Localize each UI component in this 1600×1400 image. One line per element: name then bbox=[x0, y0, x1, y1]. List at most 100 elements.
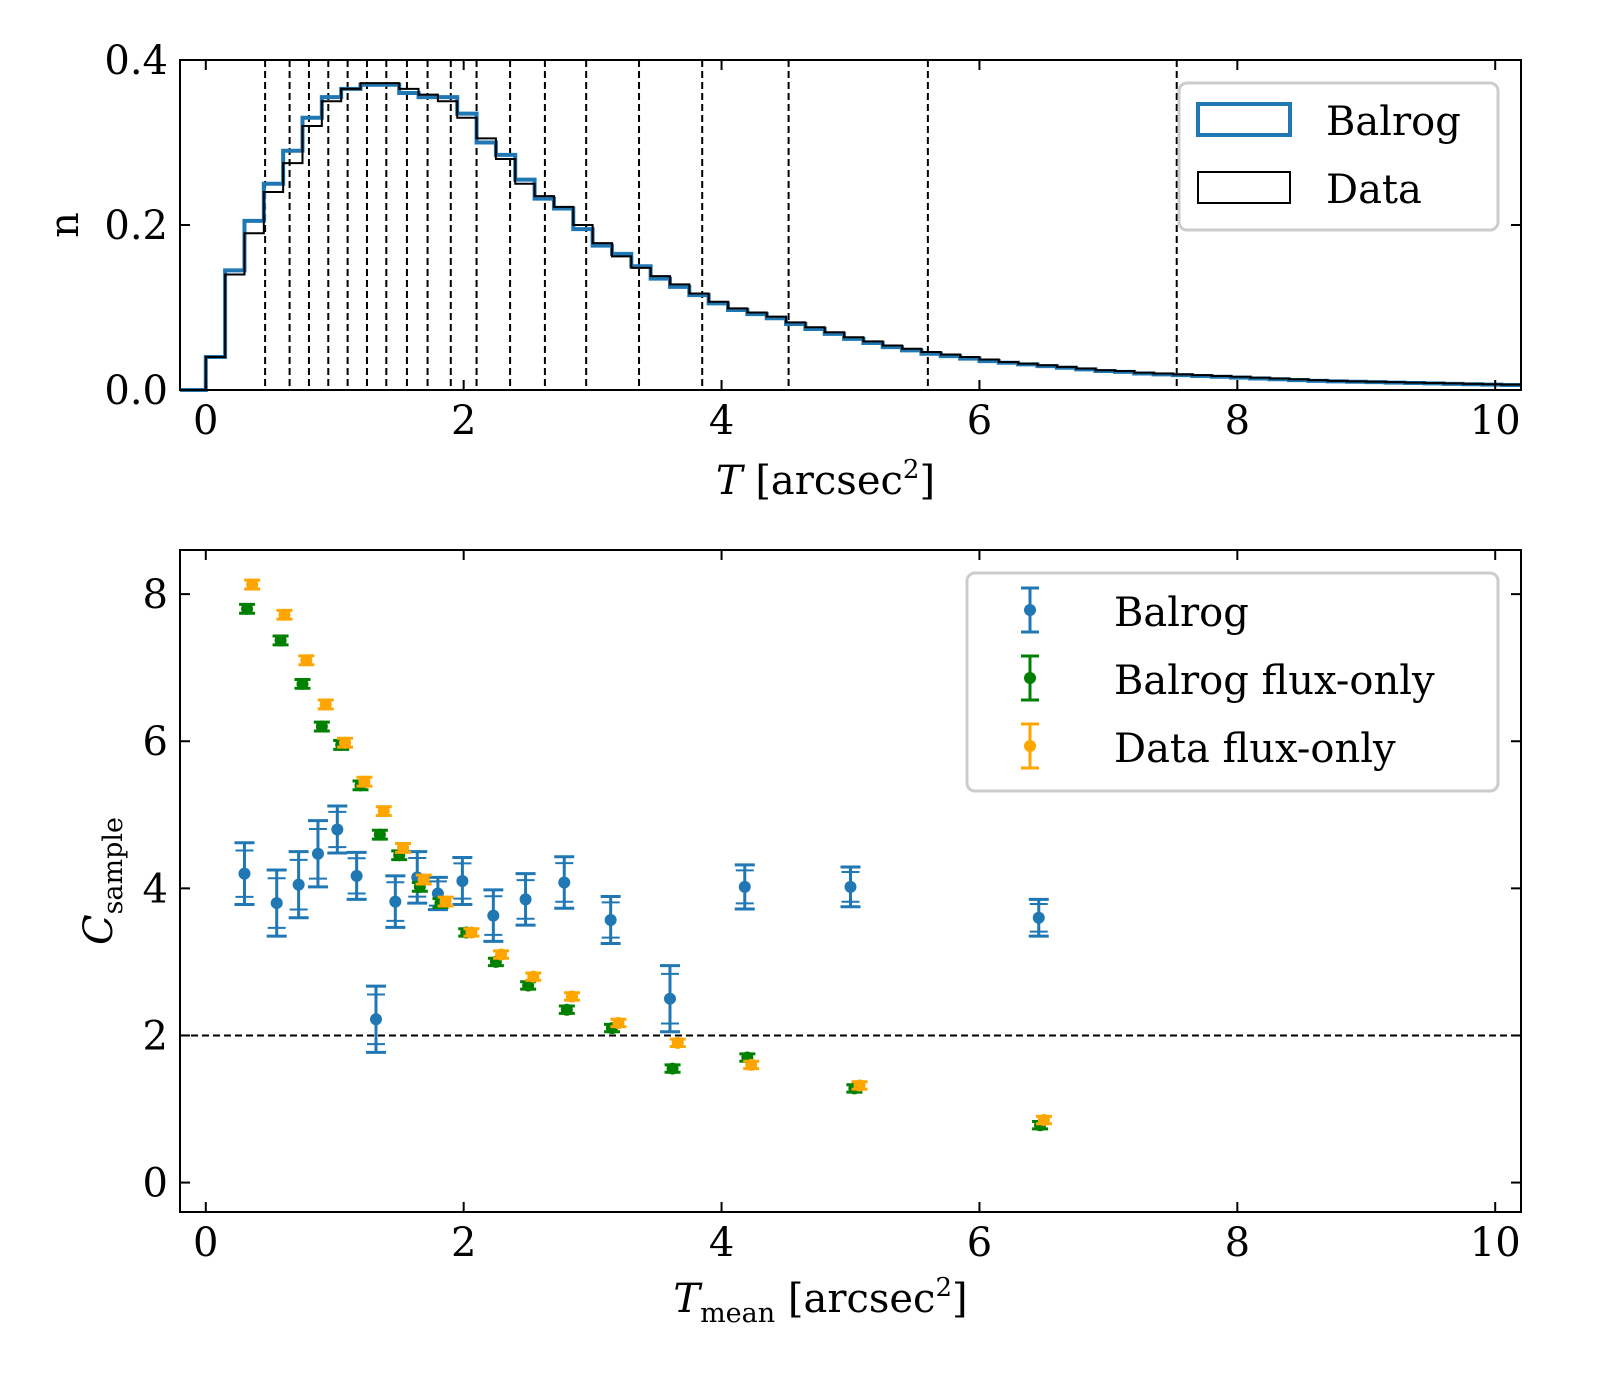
data-point-0-1 bbox=[266, 868, 287, 938]
csample-plot-area bbox=[180, 578, 1521, 1132]
histogram-panel: 0 2 4 6 8 10 0.0 0.2 0.4 n T [arcsec2] Balrog Da… bbox=[42, 38, 1522, 504]
data-point-2-13 bbox=[563, 990, 580, 1003]
data-point-0-10 bbox=[452, 855, 473, 907]
data-point bbox=[666, 1062, 679, 1075]
csample-legend: Balrog Balrog flux-only Data flux-only bbox=[965, 571, 1500, 793]
csample-x-axis-label: Tmean [arcsec2] bbox=[673, 1273, 967, 1329]
data-point bbox=[495, 948, 508, 961]
data-point bbox=[560, 1003, 573, 1016]
data-point bbox=[1032, 911, 1045, 924]
data-point bbox=[389, 895, 402, 908]
data-point bbox=[311, 847, 324, 860]
legend-errorbar-0 bbox=[1021, 586, 1039, 634]
data-point-0-2 bbox=[288, 850, 309, 920]
data-point-0-4 bbox=[327, 804, 348, 855]
data-point bbox=[278, 608, 291, 621]
data-point-1-1 bbox=[272, 634, 289, 647]
data-point bbox=[241, 602, 254, 615]
data-point-0-18 bbox=[1028, 897, 1049, 938]
legend-marker-balrog-flux-only bbox=[1021, 654, 1039, 702]
histogram-series-data bbox=[180, 82, 1521, 391]
legend-marker-balrog bbox=[1021, 586, 1039, 634]
x-tick-label: 2 bbox=[451, 398, 476, 444]
histogram-legend: Balrog Data bbox=[1177, 81, 1500, 232]
data-point bbox=[246, 578, 259, 591]
data-point bbox=[558, 876, 571, 889]
data-point bbox=[853, 1079, 866, 1092]
data-point-1-13 bbox=[558, 1003, 575, 1016]
histogram-plot-area bbox=[180, 60, 1521, 392]
data-point-2-4 bbox=[337, 736, 354, 749]
y-tick-label: 0.2 bbox=[104, 203, 168, 249]
data-point bbox=[671, 1036, 684, 1049]
y-tick-label: 8 bbox=[143, 572, 168, 618]
legend-label-data: Data bbox=[1326, 167, 1422, 213]
y-tick-label: 0.4 bbox=[104, 38, 168, 84]
data-point-1-15 bbox=[664, 1062, 681, 1075]
data-point-0-15 bbox=[659, 964, 680, 1034]
x-tick-label: 8 bbox=[1225, 1220, 1250, 1266]
data-point bbox=[315, 720, 328, 733]
series-balrog bbox=[234, 804, 1049, 1054]
data-point bbox=[487, 909, 500, 922]
legend-swatch-data bbox=[1197, 171, 1291, 204]
series-data-flux-only bbox=[244, 578, 1052, 1127]
y-tick-label: 0 bbox=[143, 1161, 168, 1207]
data-point bbox=[738, 880, 751, 893]
data-point-2-3 bbox=[317, 698, 334, 711]
data-point bbox=[331, 823, 344, 836]
legend-label-data-flux-only: Data flux-only bbox=[1114, 726, 1396, 772]
data-point bbox=[274, 634, 287, 647]
data-point-2-2 bbox=[298, 654, 315, 667]
data-point-1-3 bbox=[313, 720, 330, 733]
data-point bbox=[296, 677, 309, 690]
x-tick-label: 4 bbox=[709, 398, 734, 444]
data-point-2-16 bbox=[743, 1058, 760, 1071]
data-point-2-5 bbox=[356, 775, 373, 788]
data-point bbox=[745, 1058, 758, 1071]
data-point-2-17 bbox=[851, 1079, 868, 1092]
histogram-legend-box bbox=[1177, 81, 1500, 232]
y-tick-label: 6 bbox=[143, 719, 168, 765]
data-point bbox=[604, 913, 617, 926]
data-point-1-2 bbox=[294, 677, 311, 690]
legend-label-balrog-flux-only: Balrog flux-only bbox=[1114, 658, 1435, 704]
x-tick-label: 10 bbox=[1470, 398, 1521, 444]
data-point-2-0 bbox=[244, 578, 261, 591]
legend-label-balrog-points: Balrog bbox=[1114, 590, 1249, 636]
y-tick-label: 0.0 bbox=[104, 368, 168, 414]
data-point bbox=[565, 990, 578, 1003]
data-point-1-6 bbox=[371, 828, 388, 841]
y-tick-label: 2 bbox=[143, 1013, 168, 1059]
data-point bbox=[1024, 672, 1036, 684]
x-tick-label: 6 bbox=[967, 1220, 992, 1266]
data-point-0-14 bbox=[600, 894, 621, 946]
data-point bbox=[397, 841, 410, 854]
data-point bbox=[663, 992, 676, 1005]
data-point-0-11 bbox=[483, 888, 504, 943]
data-point-0-5 bbox=[346, 850, 367, 901]
histogram-x-axis-label: T [arcsec2] bbox=[716, 455, 935, 504]
data-point bbox=[373, 828, 386, 841]
x-tick-label: 0 bbox=[193, 398, 218, 444]
histogram-ticks: 0 2 4 6 8 10 0.0 0.2 0.4 bbox=[104, 38, 1521, 444]
data-point bbox=[417, 873, 430, 886]
data-point-2-7 bbox=[395, 841, 412, 854]
data-point-2-12 bbox=[525, 970, 542, 983]
data-point-2-10 bbox=[463, 926, 480, 939]
data-point-2-6 bbox=[375, 805, 392, 818]
data-point-2-1 bbox=[276, 608, 293, 621]
data-point bbox=[358, 775, 371, 788]
x-tick-label: 6 bbox=[967, 398, 992, 444]
data-point-0-16 bbox=[734, 863, 755, 911]
data-point-1-0 bbox=[239, 602, 256, 615]
data-point bbox=[844, 880, 857, 893]
data-point-2-11 bbox=[493, 948, 510, 961]
legend-swatch-balrog bbox=[1196, 102, 1292, 137]
x-tick-label: 0 bbox=[193, 1220, 218, 1266]
data-point bbox=[439, 895, 452, 908]
data-point bbox=[319, 698, 332, 711]
data-point bbox=[1024, 604, 1036, 616]
data-point bbox=[350, 869, 363, 882]
